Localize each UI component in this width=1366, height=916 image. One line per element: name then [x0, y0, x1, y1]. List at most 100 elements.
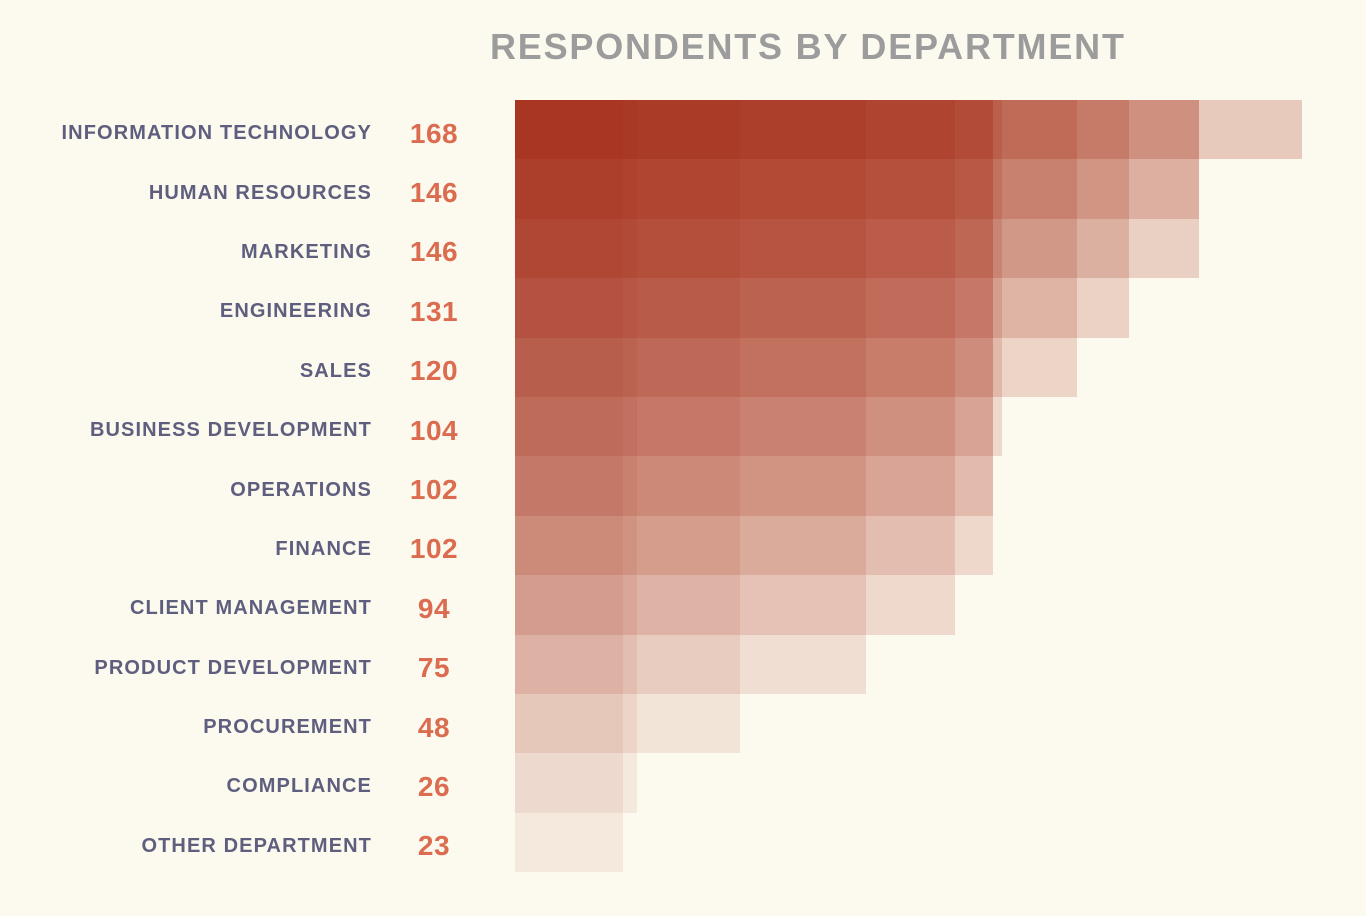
bar-overlap-segment: [515, 100, 1302, 160]
bar-overlap-segment: [515, 100, 867, 160]
bar-overlap-segment: [515, 515, 956, 576]
bar-overlap-segment: [515, 159, 740, 219]
bar-overlap-segment: [515, 337, 740, 397]
bar-overlap-segment: [515, 575, 956, 635]
chart-title: RESPONDENTS BY DEPARTMENT: [490, 26, 1126, 67]
bar-overlap-segment: [515, 100, 993, 160]
category-label: BUSINESS DEVELOPMENT: [89, 419, 372, 442]
chart-row: SALES 120: [0, 337, 1366, 397]
bar-overlap-segment: [515, 218, 993, 279]
bar-overlap-segment: [515, 337, 1003, 397]
bar-overlap-segment: [515, 634, 867, 694]
chart-row: OTHER DEPARTMENT 23: [0, 812, 1366, 873]
bar-overlap-segment: [515, 159, 956, 219]
bar-overlap-segment: [515, 159, 993, 219]
chart-row: CLIENT MANAGEMENT 94: [0, 575, 1366, 635]
value-label: 104: [409, 414, 459, 446]
bar: [515, 693, 1302, 754]
bar-overlap-segment: [515, 396, 1003, 457]
chart-row: MARKETING 146: [0, 218, 1366, 279]
bar-overlap-segment: [515, 693, 740, 754]
bar-overlap-segment: [515, 396, 956, 457]
bar-overlap-segment: [515, 100, 1078, 160]
chart-row: COMPLIANCE 26: [0, 753, 1366, 813]
bar-overlap-segment: [515, 218, 637, 279]
bar-overlap-segment: [515, 575, 740, 635]
bar-overlap-segment: [515, 278, 637, 338]
bar-overlap-segment: [515, 100, 1199, 160]
category-label: OPERATIONS: [230, 478, 372, 501]
bar-overlap-segment: [515, 396, 740, 457]
bar: [515, 515, 1302, 576]
value-label: 146: [409, 236, 459, 268]
chart-row: FINANCE 102: [0, 515, 1366, 576]
chart-row: PROCUREMENT 48: [0, 693, 1366, 754]
bar-overlap-segment: [515, 218, 1199, 279]
bar-overlap-segment: [515, 218, 740, 279]
bar-overlap-segment: [515, 278, 993, 338]
chart-row: HUMAN RESOURCES 146: [0, 159, 1366, 219]
bar-overlap-segment: [515, 337, 637, 397]
value-label: 146: [409, 177, 459, 209]
bar-overlap-segment: [515, 159, 993, 219]
value-label: 131: [409, 295, 459, 327]
bar-overlap-segment: [515, 100, 1129, 160]
bar-overlap-segment: [515, 337, 956, 397]
bar-overlap-segment: [515, 812, 623, 873]
bar: [515, 278, 1302, 338]
bar-overlap-segment: [515, 278, 1129, 338]
bar-overlap-segment: [515, 693, 637, 754]
bar-overlap-segment: [515, 278, 993, 338]
bar-overlap-segment: [515, 159, 1199, 219]
bar: [515, 634, 1302, 694]
bar-overlap-segment: [515, 456, 637, 516]
value-label: 94: [417, 592, 451, 624]
value-label: 48: [417, 711, 451, 743]
bar-overlap-segment: [515, 159, 1003, 219]
bar-overlap-segment: [515, 218, 1078, 279]
value-label: 168: [409, 117, 459, 149]
value-label: 120: [409, 355, 459, 387]
bar-overlap-segment: [515, 100, 1003, 160]
category-label: COMPLIANCE: [226, 775, 372, 798]
chart-row: OPERATIONS 102: [0, 456, 1366, 516]
bar-overlap-segment: [515, 278, 1078, 338]
bar: [515, 100, 1302, 160]
bar: [515, 159, 1302, 219]
bar-overlap-segment: [515, 278, 956, 338]
bar-overlap-segment: [515, 100, 993, 160]
bar-overlap-segment: [515, 515, 993, 576]
value-label: 102: [409, 474, 459, 506]
bar-overlap-segment: [515, 515, 740, 576]
category-label: PROCUREMENT: [203, 716, 372, 739]
bar-overlap-segment: [515, 396, 867, 457]
bar: [515, 575, 1302, 635]
bar-overlap-segment: [515, 100, 740, 160]
category-label: FINANCE: [275, 537, 372, 560]
chart-row: BUSINESS DEVELOPMENT 104: [0, 396, 1366, 457]
bar-overlap-segment: [515, 278, 867, 338]
chart-row: ENGINEERING 131: [0, 278, 1366, 338]
bar-overlap-segment: [515, 575, 867, 635]
bar-overlap-segment: [515, 100, 1199, 160]
value-label: 23: [417, 830, 451, 862]
bar-overlap-segment: [515, 159, 1129, 219]
value-label: 75: [417, 652, 451, 684]
bar-overlap-segment: [515, 396, 623, 457]
bar: [515, 753, 1302, 813]
bar-overlap-segment: [515, 753, 623, 813]
bar-overlap-segment: [515, 159, 623, 219]
bar-overlap-segment: [515, 100, 637, 160]
bar-overlap-segment: [515, 218, 1129, 279]
bar-overlap-segment: [515, 456, 993, 516]
bar-overlap-segment: [515, 396, 637, 457]
bar: [515, 456, 1302, 516]
bar-overlap-segment: [515, 159, 1199, 219]
bar-overlap-segment: [515, 575, 623, 635]
bar-overlap-segment: [515, 218, 993, 279]
bar-overlap-segment: [515, 456, 623, 516]
bar-overlap-segment: [515, 337, 993, 397]
bar-overlap-segment: [515, 337, 623, 397]
category-label: INFORMATION TECHNOLOGY: [61, 122, 372, 145]
value-label: 26: [417, 770, 451, 802]
